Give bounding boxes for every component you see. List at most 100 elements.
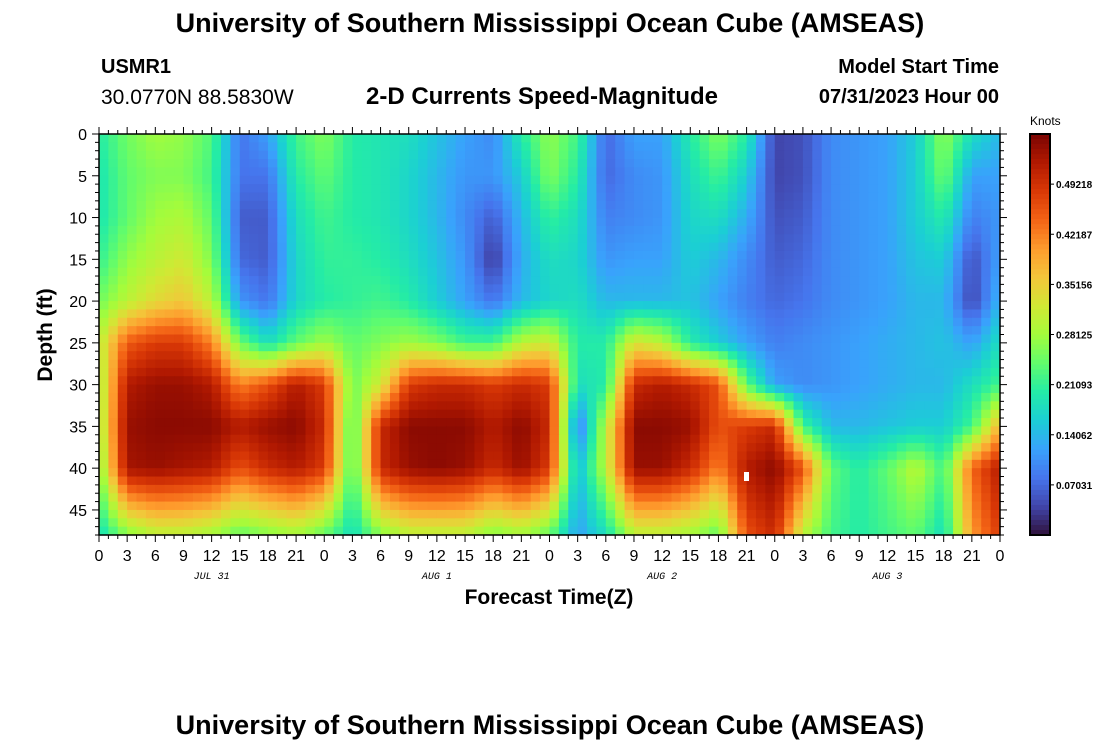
heatmap-cell: [605, 392, 616, 402]
heatmap-cell: [202, 326, 213, 336]
heatmap-cell: [249, 526, 260, 536]
heatmap-cell: [755, 392, 766, 402]
heatmap-cell: [502, 384, 513, 394]
heatmap-cell: [258, 192, 269, 202]
heatmap-cell: [915, 209, 926, 219]
heatmap-cell: [455, 342, 466, 352]
heatmap-cell: [643, 242, 654, 252]
heatmap-cell: [427, 317, 438, 327]
heatmap-cell: [558, 317, 569, 327]
heatmap-cell: [699, 418, 710, 427]
heatmap-cell: [371, 493, 382, 503]
heatmap-cell: [361, 250, 372, 260]
heatmap-cell: [502, 217, 513, 227]
heatmap-cell: [389, 501, 400, 511]
heatmap-cell: [239, 459, 250, 469]
heatmap-cell: [211, 326, 222, 336]
heatmap-cell: [831, 134, 842, 143]
heatmap-cell: [765, 209, 776, 219]
heatmap-cell: [859, 242, 870, 252]
heatmap-cell: [737, 342, 748, 352]
heatmap-cell: [549, 468, 560, 478]
heatmap-cell: [483, 142, 494, 152]
heatmap-cell: [990, 142, 1001, 152]
heatmap-cell: [765, 384, 776, 394]
heatmap-cell: [605, 326, 616, 336]
heatmap-cell: [624, 150, 635, 160]
heatmap-cell: [127, 167, 138, 177]
heatmap-cell: [324, 468, 335, 478]
heatmap-cell: [962, 276, 973, 285]
heatmap-cell: [249, 376, 260, 386]
heatmap-cell: [896, 484, 907, 494]
heatmap-cell: [718, 359, 729, 369]
heatmap-cell: [971, 459, 982, 469]
heatmap-cell: [765, 276, 776, 285]
heatmap-cell: [277, 326, 288, 336]
heatmap-cell: [183, 292, 194, 302]
heatmap-cell: [474, 484, 485, 494]
heatmap-cell: [211, 526, 222, 536]
heatmap-cell: [108, 351, 119, 361]
heatmap-cell: [699, 459, 710, 469]
heatmap-cell: [596, 175, 607, 185]
heatmap-cell: [108, 476, 119, 486]
heatmap-cell: [465, 167, 476, 177]
heatmap-cell: [239, 426, 250, 436]
heatmap-cell: [906, 200, 917, 210]
heatmap-cell: [962, 159, 973, 169]
heatmap-cell: [633, 434, 644, 444]
heatmap-cell: [361, 301, 372, 311]
heatmap-cell: [296, 209, 307, 219]
heatmap-cell: [286, 309, 297, 319]
heatmap-cell: [643, 451, 654, 461]
heatmap-cell: [849, 334, 860, 344]
heatmap-cell: [183, 142, 194, 152]
heatmap-cell: [155, 392, 166, 402]
heatmap-cell: [192, 476, 203, 486]
heatmap-cell: [962, 518, 973, 528]
heatmap-cell: [267, 259, 278, 269]
heatmap-cell: [286, 351, 297, 361]
heatmap-cell: [155, 250, 166, 260]
heatmap-cell: [915, 326, 926, 336]
heatmap-cell: [821, 259, 832, 269]
heatmap-cell: [183, 434, 194, 444]
heatmap-cell: [943, 392, 954, 402]
heatmap-cell: [953, 159, 964, 169]
heatmap-cell: [192, 192, 203, 202]
heatmap-cell: [530, 484, 541, 494]
heatmap-cell: [239, 159, 250, 169]
heatmap-cell: [108, 501, 119, 511]
heatmap-cell: [427, 476, 438, 486]
heatmap-cell: [427, 342, 438, 352]
heatmap-cell: [633, 326, 644, 336]
heatmap-cell: [643, 200, 654, 210]
heatmap-cell: [605, 159, 616, 169]
heatmap-cell: [230, 267, 241, 277]
heatmap-cell: [399, 309, 410, 319]
heatmap-cell: [474, 334, 485, 344]
heatmap-cell: [296, 284, 307, 294]
heatmap-cell: [971, 476, 982, 486]
heatmap-cell: [784, 284, 795, 294]
heatmap-cell: [859, 493, 870, 503]
heatmap-cell: [784, 493, 795, 503]
heatmap-cell: [690, 384, 701, 394]
heatmap-cell: [483, 384, 494, 394]
heatmap-cell: [465, 159, 476, 169]
heatmap-cell: [831, 468, 842, 478]
heatmap-cell: [896, 342, 907, 352]
heatmap-cell: [333, 142, 344, 152]
heatmap-cell: [633, 150, 644, 160]
heatmap-cell: [990, 409, 1001, 419]
heatmap-cell: [680, 359, 691, 369]
heatmap-cell: [174, 384, 185, 394]
x-tick-label: 18: [935, 548, 953, 565]
heatmap-cell: [399, 401, 410, 411]
heatmap-cell: [277, 443, 288, 453]
heatmap-cell: [765, 200, 776, 210]
heatmap-cell: [549, 476, 560, 486]
heatmap-cell: [249, 317, 260, 327]
heatmap-cell: [549, 367, 560, 377]
